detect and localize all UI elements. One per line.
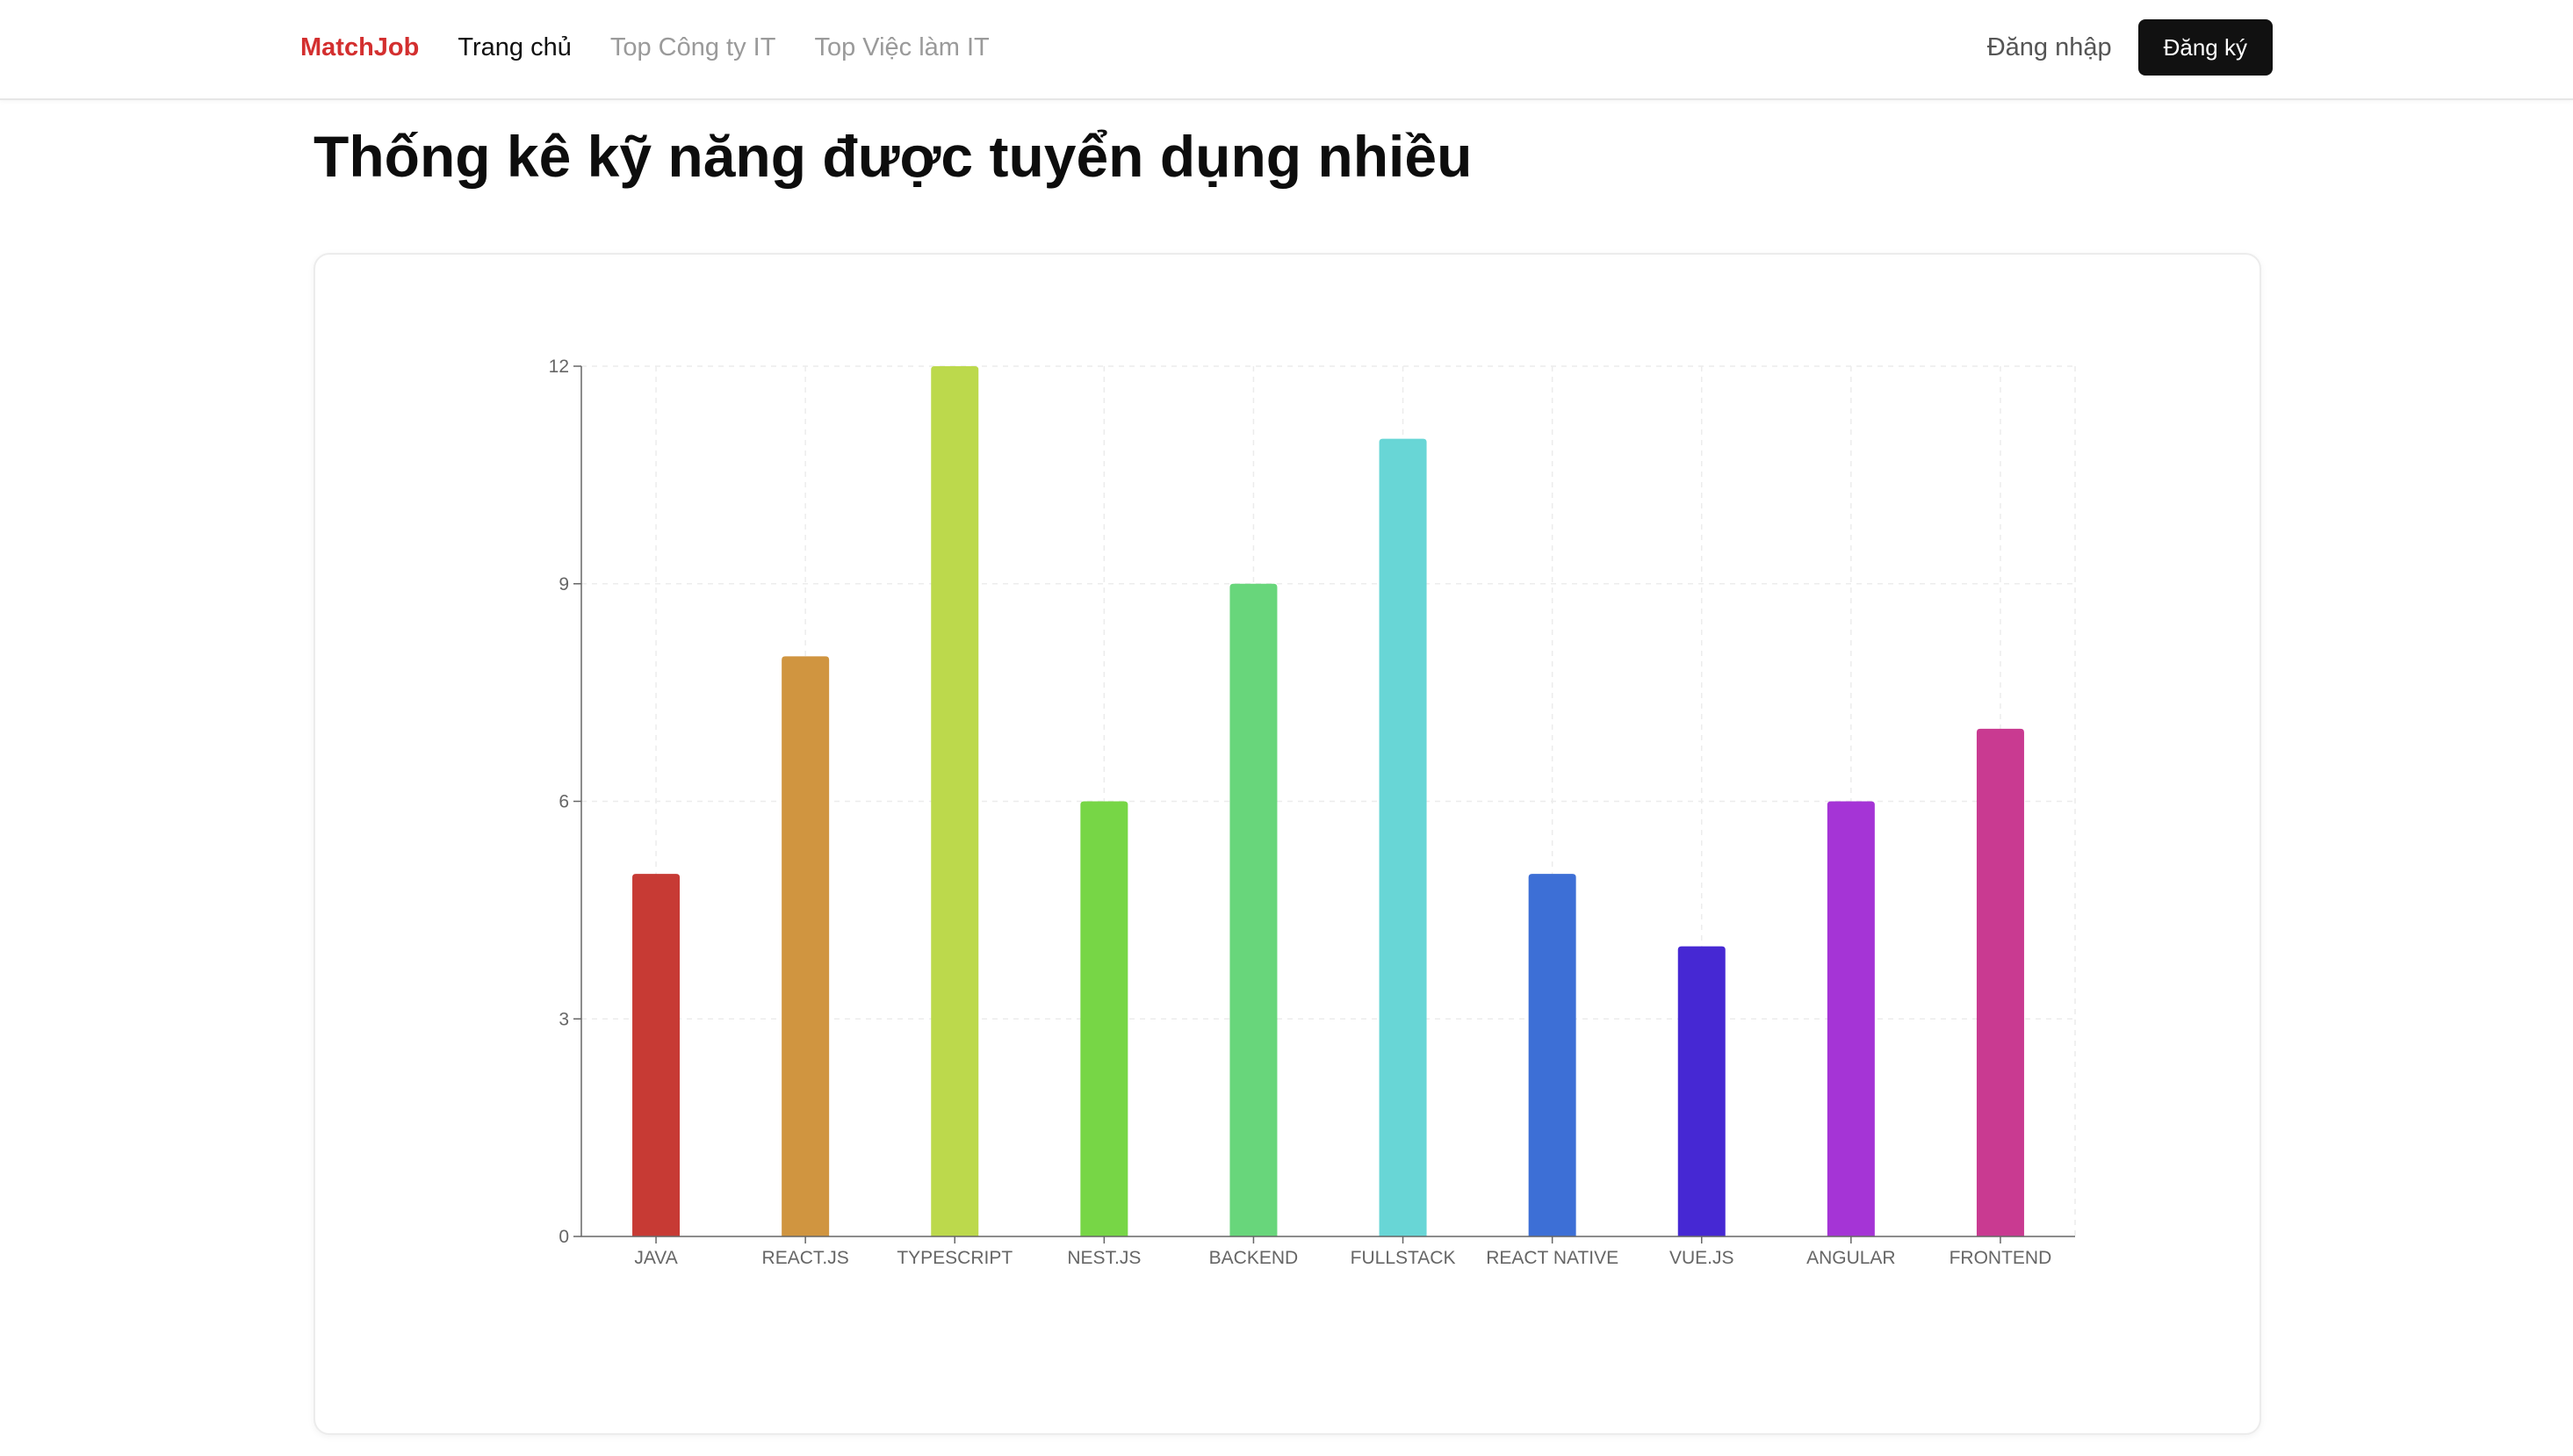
- nav-item-top-companies[interactable]: Top Công ty IT: [609, 32, 776, 61]
- bar-react-native: [1528, 874, 1576, 1236]
- y-tick-label: 0: [559, 1227, 569, 1247]
- bar-nest-js: [1080, 801, 1128, 1236]
- y-tick-label: 12: [549, 357, 569, 377]
- bar-vue-js: [1677, 946, 1726, 1236]
- page-title: Thống kê kỹ năng được tuyển dụng nhiều: [314, 124, 1473, 189]
- x-tick-label: VUE.JS: [1669, 1248, 1734, 1268]
- y-tick-label: 3: [559, 1009, 569, 1029]
- bar-angular: [1827, 801, 1875, 1236]
- x-tick-label: REACT.JS: [762, 1248, 849, 1268]
- x-tick-label: FULLSTACK: [1351, 1248, 1456, 1268]
- x-tick-label: JAVA: [634, 1248, 677, 1268]
- login-link[interactable]: Đăng nhập: [1986, 32, 2112, 61]
- top-navbar: MatchJob Trang chủ Top Công ty IT Top Vi…: [0, 0, 2573, 100]
- bar-java: [632, 874, 681, 1236]
- x-tick-label: BACKEND: [1209, 1248, 1299, 1268]
- signup-button[interactable]: Đăng ký: [2137, 19, 2273, 76]
- x-tick-label: ANGULAR: [1806, 1248, 1896, 1268]
- x-tick-label: NEST.JS: [1067, 1248, 1141, 1268]
- nav-item-home[interactable]: Trang chủ: [458, 32, 572, 61]
- bar-backend: [1229, 583, 1278, 1236]
- x-tick-label: FRONTEND: [1950, 1248, 2052, 1268]
- chart-card: 0 3 6 9 12 JAVA REACT.JS TYPESCRIPT NEST.JS BACKE…: [314, 253, 2261, 1435]
- y-tick-label: 9: [559, 574, 569, 595]
- x-tick-label: TYPESCRIPT: [897, 1248, 1013, 1268]
- nav-item-top-jobs[interactable]: Top Việc làm IT: [814, 32, 990, 61]
- bar-react-js: [782, 656, 830, 1236]
- skills-bar-chart: 0 3 6 9 12 JAVA REACT.JS TYPESCRIPT NEST.JS BACKE…: [549, 357, 2076, 1268]
- nav-left: MatchJob Trang chủ Top Công ty IT Top Vi…: [300, 0, 1028, 95]
- brand-logo[interactable]: MatchJob: [300, 32, 420, 61]
- nav-right: Đăng nhập Đăng ký: [1987, 0, 2273, 95]
- bar-fullstack: [1379, 438, 1427, 1236]
- y-tick-label: 6: [559, 792, 569, 812]
- x-tick-label: REACT NATIVE: [1486, 1248, 1618, 1268]
- bar-frontend: [1976, 728, 2024, 1236]
- bar-typescript: [931, 366, 979, 1236]
